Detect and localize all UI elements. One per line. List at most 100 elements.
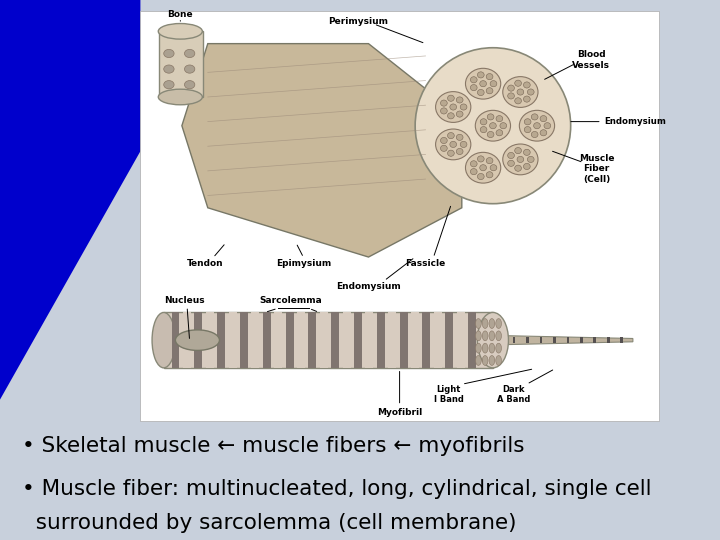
Ellipse shape <box>508 85 514 91</box>
Ellipse shape <box>524 119 531 125</box>
Bar <box>423 313 431 368</box>
Ellipse shape <box>475 110 510 141</box>
Bar <box>526 338 528 343</box>
Text: Sarcolemma: Sarcolemma <box>259 295 322 305</box>
Ellipse shape <box>448 132 454 139</box>
Ellipse shape <box>500 123 507 129</box>
Text: • Skeletal muscle ← muscle fibers ← myofibrils: • Skeletal muscle ← muscle fibers ← myof… <box>22 435 524 456</box>
Ellipse shape <box>436 92 471 123</box>
Ellipse shape <box>523 149 530 156</box>
Ellipse shape <box>486 158 493 164</box>
Text: Bone: Bone <box>168 10 193 19</box>
Bar <box>297 313 305 368</box>
Ellipse shape <box>487 131 494 138</box>
Ellipse shape <box>490 123 496 129</box>
Ellipse shape <box>544 123 551 129</box>
Ellipse shape <box>163 65 174 73</box>
Ellipse shape <box>534 123 540 129</box>
Ellipse shape <box>508 93 514 99</box>
Ellipse shape <box>486 87 493 94</box>
Ellipse shape <box>496 130 503 136</box>
Bar <box>194 313 202 368</box>
Ellipse shape <box>496 319 501 328</box>
Bar <box>400 313 408 368</box>
Bar <box>240 313 248 368</box>
Ellipse shape <box>503 77 538 107</box>
Ellipse shape <box>477 90 484 96</box>
Ellipse shape <box>517 156 523 163</box>
Text: • Muscle fiber: multinucleated, long, cylindrical, single cell: • Muscle fiber: multinucleated, long, cy… <box>22 478 651 499</box>
Ellipse shape <box>184 80 195 89</box>
Bar <box>217 313 225 368</box>
Ellipse shape <box>489 355 495 366</box>
Text: Tendon: Tendon <box>187 259 223 268</box>
Ellipse shape <box>158 24 202 39</box>
Ellipse shape <box>490 80 497 87</box>
Bar <box>621 338 623 343</box>
Bar <box>171 313 179 368</box>
Ellipse shape <box>480 80 487 87</box>
Bar <box>274 313 282 368</box>
Text: Perimysium: Perimysium <box>328 17 388 25</box>
Bar <box>206 313 214 368</box>
Ellipse shape <box>515 147 521 154</box>
Ellipse shape <box>456 97 463 103</box>
Bar <box>377 313 384 368</box>
Bar <box>286 313 294 368</box>
Ellipse shape <box>496 116 503 122</box>
Ellipse shape <box>515 98 521 104</box>
Bar <box>567 338 569 343</box>
Ellipse shape <box>486 73 493 80</box>
Ellipse shape <box>470 77 477 83</box>
Text: Endomysium: Endomysium <box>604 117 666 126</box>
Ellipse shape <box>460 104 467 110</box>
Bar <box>388 313 396 368</box>
Ellipse shape <box>480 165 487 171</box>
Bar <box>343 313 351 368</box>
Bar <box>354 313 362 368</box>
Bar <box>263 313 271 368</box>
Ellipse shape <box>152 313 176 368</box>
Ellipse shape <box>527 89 534 95</box>
Ellipse shape <box>441 137 447 144</box>
Ellipse shape <box>523 164 530 170</box>
Bar <box>593 338 596 343</box>
Ellipse shape <box>482 343 488 353</box>
Text: Epimysium: Epimysium <box>276 259 331 268</box>
Ellipse shape <box>470 168 477 175</box>
Ellipse shape <box>448 150 454 156</box>
Ellipse shape <box>448 113 454 119</box>
Ellipse shape <box>475 355 481 366</box>
Ellipse shape <box>482 319 488 328</box>
Bar <box>365 313 374 368</box>
Ellipse shape <box>184 65 195 73</box>
Ellipse shape <box>475 331 481 341</box>
Ellipse shape <box>531 114 538 120</box>
Bar <box>553 338 556 343</box>
Bar <box>411 313 419 368</box>
Ellipse shape <box>477 313 508 368</box>
Ellipse shape <box>517 89 523 95</box>
Ellipse shape <box>466 152 500 183</box>
Ellipse shape <box>523 82 530 88</box>
Bar <box>163 313 493 368</box>
Ellipse shape <box>524 126 531 133</box>
Ellipse shape <box>176 330 220 350</box>
Text: Endomysium: Endomysium <box>336 282 401 291</box>
Ellipse shape <box>490 165 497 171</box>
Ellipse shape <box>480 119 487 125</box>
Ellipse shape <box>527 156 534 163</box>
Ellipse shape <box>482 355 488 366</box>
Ellipse shape <box>456 134 463 140</box>
Bar <box>456 313 464 368</box>
Ellipse shape <box>450 141 456 147</box>
Ellipse shape <box>441 108 447 114</box>
Bar <box>331 313 339 368</box>
Ellipse shape <box>482 331 488 341</box>
Text: Myofibril: Myofibril <box>377 408 422 417</box>
Ellipse shape <box>489 343 495 353</box>
Ellipse shape <box>515 165 521 171</box>
Ellipse shape <box>508 160 514 166</box>
Bar <box>539 338 542 343</box>
Bar <box>251 313 259 368</box>
